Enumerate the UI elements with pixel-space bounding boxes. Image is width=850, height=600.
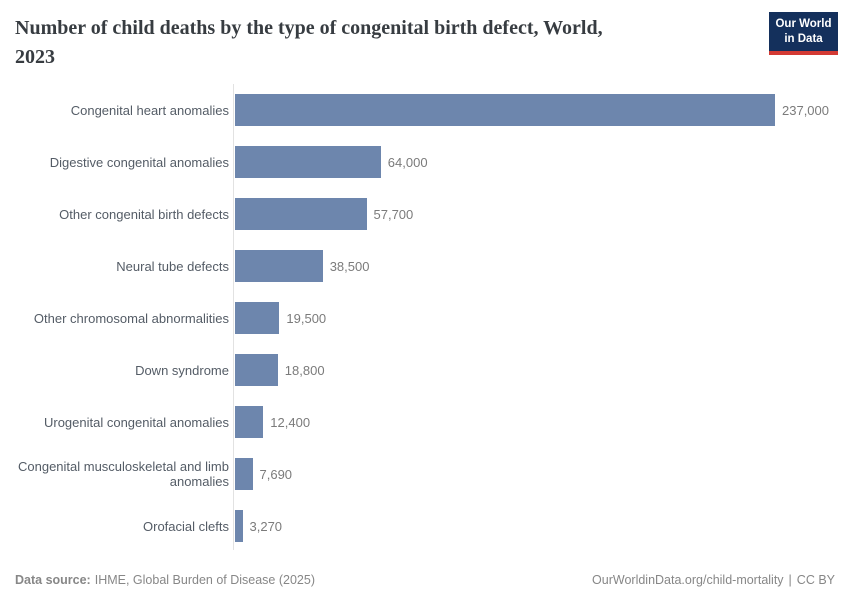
bar-zone: 64,000 xyxy=(235,146,850,178)
bar-zone: 237,000 xyxy=(235,94,850,126)
owid-logo[interactable]: Our World in Data xyxy=(769,12,838,55)
chart-row: Other congenital birth defects 57,700 xyxy=(0,188,850,240)
value-label: 12,400 xyxy=(270,414,311,430)
bar[interactable] xyxy=(235,354,278,386)
bar-zone: 7,690 xyxy=(235,458,850,490)
category-label: Other congenital birth defects xyxy=(59,206,229,222)
bar-zone: 12,400 xyxy=(235,406,850,438)
category-label: Other chromosomal abnormalities xyxy=(33,310,229,326)
bar-rows: Congenital heart anomalies 237,000 Diges… xyxy=(0,84,850,552)
chart-row: Congenital heart anomalies 237,000 xyxy=(0,84,850,136)
owid-logo-line2: in Data xyxy=(784,32,823,45)
bar[interactable] xyxy=(235,146,381,178)
category-label: Congenital musculoskeletal and limb anom… xyxy=(17,459,229,489)
bar-zone: 38,500 xyxy=(235,250,850,282)
footer-attribution: OurWorldinData.org/child-mortality | CC BY xyxy=(592,573,835,587)
chart-header: Number of child deaths by the type of co… xyxy=(15,14,760,72)
data-source: Data source: IHME, Global Burden of Disea… xyxy=(15,573,315,587)
page-title: Number of child deaths by the type of co… xyxy=(15,17,603,39)
value-label: 19,500 xyxy=(286,310,327,326)
value-label: 64,000 xyxy=(387,154,428,170)
value-label: 7,690 xyxy=(259,466,293,482)
chart-row: Down syndrome 18,800 xyxy=(0,344,850,396)
chart-row: Orofacial clefts 3,270 xyxy=(0,500,850,552)
data-source-value: IHME, Global Burden of Disease (2025) xyxy=(94,573,315,587)
footer-link[interactable]: OurWorldinData.org/child-mortality xyxy=(592,573,784,587)
data-source-label: Data source: xyxy=(15,573,91,587)
bar[interactable] xyxy=(235,406,264,438)
bar[interactable] xyxy=(235,198,367,230)
y-axis-line xyxy=(233,84,234,550)
bar[interactable] xyxy=(235,302,280,334)
category-label: Urogenital congenital anomalies xyxy=(43,414,229,430)
bar[interactable] xyxy=(235,510,243,542)
bar[interactable] xyxy=(235,94,775,126)
bar-chart: Congenital heart anomalies 237,000 Diges… xyxy=(0,84,850,552)
bar-zone: 18,800 xyxy=(235,354,850,386)
value-label: 3,270 xyxy=(249,518,283,534)
footer-separator: | xyxy=(788,573,792,587)
bar-zone: 57,700 xyxy=(235,198,850,230)
chart-row: Urogenital congenital anomalies 12,400 xyxy=(0,396,850,448)
value-label: 38,500 xyxy=(329,258,370,274)
value-label: 57,700 xyxy=(373,206,414,222)
category-label: Orofacial clefts xyxy=(143,518,229,534)
category-label: Neural tube defects xyxy=(116,258,229,274)
category-label: Down syndrome xyxy=(135,362,229,378)
category-label: Congenital heart anomalies xyxy=(70,102,229,118)
value-label: 18,800 xyxy=(284,362,325,378)
chart-row: Digestive congenital anomalies 64,000 xyxy=(0,136,850,188)
owid-logo-line1: Our World xyxy=(775,18,832,30)
chart-row: Congenital musculoskeletal and limb anom… xyxy=(0,448,850,500)
bar-zone: 19,500 xyxy=(235,302,850,334)
chart-row: Neural tube defects 38,500 xyxy=(0,240,850,292)
category-label: Digestive congenital anomalies xyxy=(49,154,229,170)
bar[interactable] xyxy=(235,458,253,490)
bar[interactable] xyxy=(235,250,323,282)
value-label: 237,000 xyxy=(782,102,829,118)
page-title-line2: 2023 xyxy=(15,46,55,68)
chart-row: Other chromosomal abnormalities 19,500 xyxy=(0,292,850,344)
license-label[interactable]: CC BY xyxy=(796,573,835,587)
chart-footer: Data source: IHME, Global Burden of Disea… xyxy=(15,573,835,587)
bar-zone: 3,270 xyxy=(235,510,850,542)
